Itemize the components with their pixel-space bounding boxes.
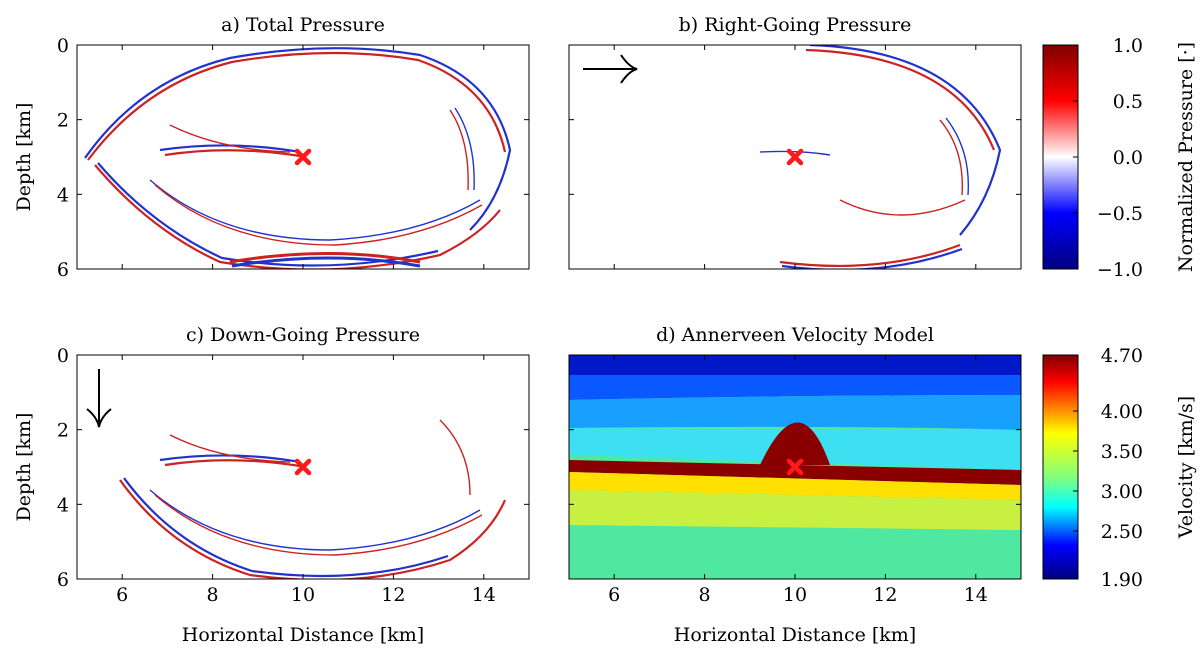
x-tick-label: 14: [964, 584, 988, 606]
source-marker: [294, 148, 312, 166]
source-marker: [786, 148, 804, 166]
x-tick-label: 10: [291, 584, 315, 606]
y-tick-label: 4: [57, 184, 69, 206]
panel-title: a) Total Pressure: [221, 14, 385, 36]
x-tick-label: 14: [472, 584, 496, 606]
right-arrow-icon: [583, 54, 638, 84]
colorbar-tick-label: 4.70: [1101, 345, 1143, 367]
y-tick-label: 2: [57, 110, 69, 132]
x-tick-label: 8: [207, 584, 219, 606]
y-tick-label: 2: [57, 420, 69, 442]
colorbar-tick-label: 0.5: [1113, 91, 1143, 113]
colorbar-tick-label: 3.00: [1101, 481, 1143, 503]
panel-d-velocity-model: [569, 355, 1021, 579]
panel-a-wavefield: [84, 47, 512, 269]
panel-b: b) Right-Going Pressure: [568, 14, 1022, 270]
colorbar-gradient: [1042, 44, 1079, 270]
x-tick-label: 8: [699, 584, 711, 606]
colorbar-label: Velocity [km/s]: [1175, 396, 1197, 539]
x-tick-label: 6: [608, 584, 620, 606]
down-arrow-icon: [86, 369, 112, 428]
colorbar-tick-label: 4.00: [1101, 401, 1143, 423]
x-tick-label: 12: [381, 584, 405, 606]
y-axis-label: Depth [km]: [13, 103, 35, 212]
colorbar-tick-label: 1.0: [1113, 35, 1143, 57]
x-tick-label: 6: [116, 584, 128, 606]
colorbar-gradient: [1042, 354, 1079, 580]
x-tick-label: 10: [783, 584, 807, 606]
y-tick-label: 4: [57, 494, 69, 516]
colorbar-tick-label: −1.0: [1097, 259, 1143, 281]
panel-title: c) Down-Going Pressure: [186, 324, 420, 346]
colorbar-tick-label: 3.50: [1101, 441, 1143, 463]
y-tick-label: 6: [57, 259, 69, 281]
y-axis-label: Depth [km]: [13, 413, 35, 522]
panel-c-wavefield: [119, 419, 507, 579]
panel-c: 6 8 10 12 14 0 2 4 6 c) Down-Going Pressure Depth …: [13, 324, 530, 646]
y-tick-label: 0: [57, 345, 69, 367]
panel-title: b) Right-Going Pressure: [679, 14, 912, 36]
source-marker: [786, 458, 804, 476]
colorbar-tick-label: 0.0: [1113, 147, 1143, 169]
panel-d: 6 8 10 12 14 d) Annerveen Velocity Model Horiz…: [568, 324, 1022, 646]
panel-a: 0 2 4 6 a) Total Pressure Depth [km]: [13, 14, 530, 281]
panel-title: d) Annerveen Velocity Model: [656, 324, 934, 346]
colorbar-tick-label: 1.90: [1101, 569, 1143, 591]
y-tick-label: 6: [57, 569, 69, 591]
velocity-colorbar: 4.70 4.00 3.50 3.00 2.50 1.90 Velocity [km/s]: [1042, 345, 1197, 591]
y-tick-label: 0: [57, 35, 69, 57]
pressure-colorbar: 1.0 0.5 0.0 −0.5 −1.0 Normalized Pressure [·]: [1042, 35, 1197, 281]
source-marker: [294, 458, 312, 476]
colorbar-label: Normalized Pressure [·]: [1175, 42, 1197, 272]
colorbar-tick-label: −0.5: [1097, 203, 1143, 225]
panel-b-wavefield: [759, 45, 1002, 269]
colorbar-tick-label: 2.50: [1101, 521, 1143, 543]
x-axis-label: Horizontal Distance [km]: [182, 624, 424, 646]
x-axis-label: Horizontal Distance [km]: [674, 624, 916, 646]
x-tick-label: 12: [873, 584, 897, 606]
